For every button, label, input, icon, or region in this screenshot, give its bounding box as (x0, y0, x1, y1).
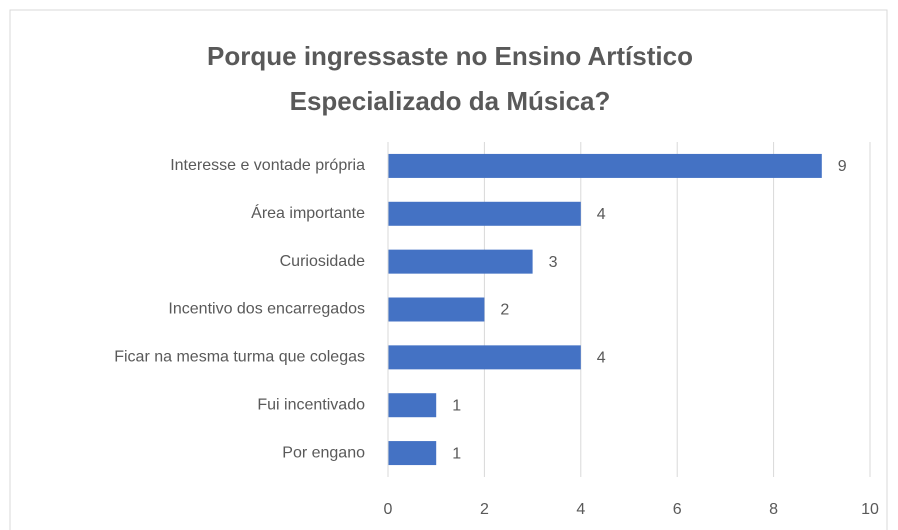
chart-title: Porque ingressaste no Ensino Artístico E… (207, 41, 693, 116)
x-tick-label: 2 (480, 501, 489, 518)
y-tick-label: Por engano (282, 444, 365, 461)
y-tick-label: Fui incentivado (257, 396, 365, 413)
y-tick-label: Ficar na mesma turma que colegas (114, 349, 365, 366)
bar (388, 441, 437, 466)
data-label: 4 (597, 206, 606, 223)
data-label: 1 (452, 397, 461, 414)
x-tick-label: 0 (384, 501, 393, 518)
y-tick-label: Área importante (251, 203, 365, 222)
y-tick-label: Interesse e vontade própria (170, 157, 365, 174)
data-label: 2 (500, 302, 509, 319)
x-tick-label: 10 (861, 501, 879, 518)
bar (388, 297, 485, 322)
data-label: 4 (597, 350, 606, 367)
data-label: 1 (452, 445, 461, 462)
bar (388, 153, 822, 178)
x-tick-label: 8 (769, 501, 778, 518)
chart-border (9, 9, 888, 530)
x-tick-label: 4 (576, 501, 585, 518)
data-label: 3 (549, 254, 558, 271)
bar (388, 393, 437, 418)
data-label: 9 (838, 158, 847, 175)
y-tick-label: Curiosidade (280, 253, 365, 270)
x-tick-label: 6 (673, 501, 682, 518)
bar (388, 249, 533, 274)
y-tick-label: Incentivo dos encarregados (168, 301, 365, 318)
bar (388, 201, 581, 226)
bar (388, 345, 581, 370)
